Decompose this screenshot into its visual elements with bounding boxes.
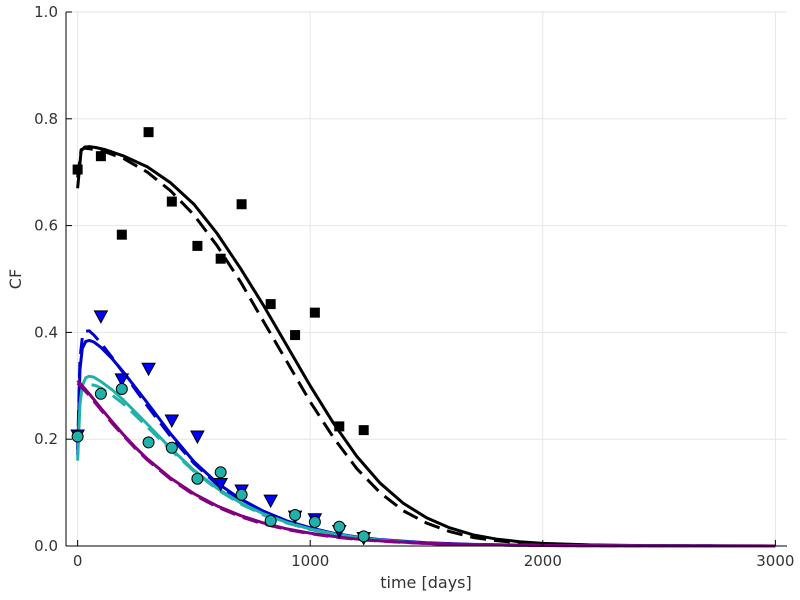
triangle-marker xyxy=(93,310,109,324)
square-marker xyxy=(358,425,369,436)
circle-marker xyxy=(71,430,84,443)
square-marker xyxy=(116,229,127,240)
series-line-solid xyxy=(76,374,776,548)
y-tick-label: 1.0 xyxy=(34,3,58,21)
square-marker xyxy=(334,421,345,432)
series-line-dashed xyxy=(76,382,776,548)
square-marker xyxy=(265,299,276,310)
tick-labels: 0 1000 2000 3000 0.0 0.2 0.4 0.6 0.8 1.0 xyxy=(34,3,794,570)
circle-marker xyxy=(357,530,370,543)
triangle-marker xyxy=(141,362,156,377)
triangle-marker xyxy=(213,478,229,492)
y-tick-label: 0.6 xyxy=(34,217,58,235)
triangle-marker xyxy=(190,430,205,445)
triangle-marker xyxy=(114,373,130,387)
triangle-marker xyxy=(263,494,279,509)
circle-marker xyxy=(235,488,248,501)
square-marker xyxy=(166,196,177,207)
circle-marker xyxy=(165,441,178,454)
circle-marker xyxy=(94,387,107,400)
x-tick-label: 3000 xyxy=(756,552,794,570)
square-marker xyxy=(143,127,154,138)
y-tick-label: 0.2 xyxy=(34,430,58,448)
series-line-solid xyxy=(76,379,776,548)
x-axis-label: time [days] xyxy=(380,573,471,592)
square-marker xyxy=(215,253,226,264)
square-marker xyxy=(192,240,203,251)
y-axis-label: CF xyxy=(6,269,25,289)
axes xyxy=(65,11,787,547)
series-line-solid xyxy=(76,338,776,548)
circle-marker xyxy=(264,514,277,527)
square-marker xyxy=(95,151,106,162)
y-tick-label: 0.8 xyxy=(34,110,58,128)
circle-marker xyxy=(308,515,321,528)
y-tick-label: 0.0 xyxy=(34,537,58,555)
circle-marker xyxy=(142,436,155,449)
circle-marker xyxy=(333,520,346,533)
y-tick-label: 0.4 xyxy=(34,323,58,341)
series-line-dashed xyxy=(76,329,776,548)
circle-marker xyxy=(289,509,302,522)
series-layer xyxy=(70,127,776,548)
circle-marker xyxy=(115,383,128,396)
triangle-marker xyxy=(164,414,180,429)
grid xyxy=(66,11,787,547)
square-marker xyxy=(290,330,301,341)
x-tick-label: 0 xyxy=(73,552,83,570)
circle-marker xyxy=(214,466,227,479)
square-marker xyxy=(309,307,320,318)
x-tick-label: 1000 xyxy=(291,552,329,570)
circle-marker xyxy=(191,472,204,485)
square-marker xyxy=(236,199,247,210)
x-tick-label: 2000 xyxy=(524,552,562,570)
square-marker xyxy=(72,164,83,175)
